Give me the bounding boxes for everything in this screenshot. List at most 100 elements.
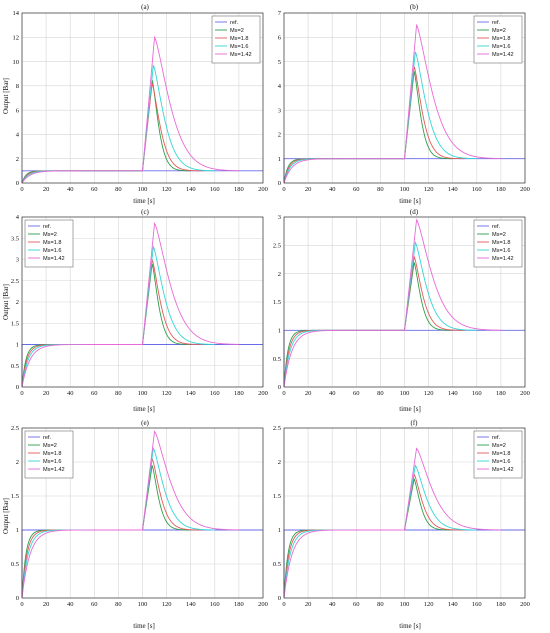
y-tick-label: 0 <box>278 595 281 602</box>
x-tick-label: 160 <box>472 390 482 397</box>
legend-box <box>24 219 74 268</box>
x-axis-label: time [s] <box>399 197 421 205</box>
legend-label: Ms=1.42 <box>492 256 514 262</box>
series-line <box>283 218 501 388</box>
x-tick-label: 0 <box>282 186 285 193</box>
x-tick-label: 160 <box>472 186 482 193</box>
x-tick-label: 40 <box>67 390 74 397</box>
y-tick-label: 0 <box>16 384 19 391</box>
x-tick-label: 0 <box>282 390 285 397</box>
x-tick-label: 40 <box>329 390 336 397</box>
series-line <box>21 35 239 184</box>
x-tick-label: 160 <box>210 601 220 608</box>
x-axis-label: time [s] <box>399 622 421 630</box>
y-tick-label: 2 <box>16 156 19 163</box>
legend: ref. Ms=2 Ms=1.8 Ms=1.6 Ms=1.42 <box>473 219 523 268</box>
legend-label: Ms=1.6 <box>492 248 511 254</box>
plot-frame <box>283 427 526 599</box>
panel-a: (a) 0 20 40 60 80 100 120 140 160 180 200 0 2 4 6 8 10 12… <box>2 3 268 205</box>
legend-box <box>473 219 523 268</box>
plot-area: 0 20 40 60 80 100 120 140 160 180 200 0 0.5 1 1.5 2 2.5 r… <box>273 425 530 608</box>
x-tick-label: 140 <box>448 601 458 608</box>
y-tick-label: 0.5 <box>273 356 281 363</box>
legend-label: Ms=2 <box>492 443 506 449</box>
panel-label: (b) <box>410 3 419 11</box>
legend-label: Ms=1.6 <box>43 248 62 254</box>
y-tick-label: 2.5 <box>273 243 281 250</box>
x-tick-label: 20 <box>43 601 50 608</box>
x-tick-label: 0 <box>20 186 23 193</box>
legend: ref. Ms=2 Ms=1.8 Ms=1.6 Ms=1.42 <box>24 430 74 479</box>
x-tick-label: 200 <box>520 390 530 397</box>
legend-label: Ms=1.42 <box>230 52 252 58</box>
x-tick-label: 160 <box>472 601 482 608</box>
x-tick-label: 20 <box>305 186 312 193</box>
x-tick-label: 100 <box>400 390 410 397</box>
x-tick-label: 0 <box>282 601 285 608</box>
x-tick-label: 40 <box>67 601 74 608</box>
x-tick-label: 20 <box>305 601 312 608</box>
y-tick-label: 0.5 <box>11 363 19 370</box>
y-tick-label: 1 <box>278 527 281 534</box>
x-tick-label: 180 <box>496 186 506 193</box>
x-tick-label: 60 <box>353 186 360 193</box>
y-tick-label: 1 <box>278 156 281 163</box>
y-tick-label: 3.5 <box>11 235 19 242</box>
legend-label: Ms=1.6 <box>230 44 249 50</box>
y-tick-label: 1 <box>16 342 19 349</box>
plot-area: 0 20 40 60 80 100 120 140 160 180 200 0 1 2 3 4 5 6 7 ref. M… <box>278 10 530 193</box>
legend-label: Ms=2 <box>43 232 57 238</box>
y-tick-label: 2 <box>278 132 281 139</box>
x-axis-label: time [s] <box>399 405 421 413</box>
x-axis-label: time [s] <box>133 197 155 205</box>
y-axis-label: Output [Bar] <box>2 284 10 320</box>
x-tick-label: 40 <box>329 186 336 193</box>
legend-label: Ms=1.42 <box>492 467 514 473</box>
y-tick-label: 2 <box>278 459 281 466</box>
panel-label: (a) <box>141 3 149 11</box>
y-tick-label: 1 <box>16 527 19 534</box>
x-tick-label: 160 <box>210 186 220 193</box>
legend-label: Ms=1.8 <box>43 451 62 457</box>
legend: ref. Ms=2 Ms=1.8 Ms=1.6 Ms=1.42 <box>473 430 523 479</box>
y-axis-label: Output [Bar] <box>2 78 10 114</box>
plot-frame <box>21 427 264 599</box>
x-tick-label: 180 <box>234 186 244 193</box>
x-tick-label: 200 <box>258 390 268 397</box>
legend-box <box>24 430 74 479</box>
y-tick-label: 2.5 <box>273 425 281 432</box>
x-tick-label: 180 <box>496 601 506 608</box>
x-tick-label: 80 <box>115 390 122 397</box>
legend-label: Ms=1.8 <box>43 240 62 246</box>
plot-frame <box>283 216 526 388</box>
y-tick-label: 3 <box>278 107 281 114</box>
legend-label: ref. <box>230 20 239 26</box>
y-tick-label: 6 <box>278 34 282 41</box>
legend-label: Ms=2 <box>230 28 244 34</box>
legend-label: Ms=1.8 <box>492 240 511 246</box>
x-tick-label: 120 <box>424 186 434 193</box>
x-tick-label: 60 <box>91 601 98 608</box>
x-tick-label: 40 <box>67 186 74 193</box>
legend-box <box>473 15 523 64</box>
y-tick-label: 1.5 <box>11 493 19 500</box>
x-tick-label: 60 <box>91 186 98 193</box>
panel-label: (c) <box>141 208 149 216</box>
legend: ref. Ms=2 Ms=1.8 Ms=1.6 Ms=1.42 <box>211 15 261 64</box>
y-tick-label: 1.5 <box>273 299 281 306</box>
legend-box <box>473 430 523 479</box>
y-tick-label: 0.5 <box>273 561 281 568</box>
x-tick-label: 60 <box>353 601 360 608</box>
y-tick-label: 2 <box>16 459 19 466</box>
x-tick-label: 120 <box>162 601 172 608</box>
legend-label: Ms=2 <box>43 443 57 449</box>
x-tick-label: 120 <box>162 186 172 193</box>
y-tick-label: 0 <box>16 595 19 602</box>
y-tick-label: 3 <box>278 214 281 221</box>
y-tick-label: 10 <box>13 59 20 66</box>
y-tick-label: 2 <box>278 271 281 278</box>
x-tick-label: 100 <box>138 390 148 397</box>
y-tick-label: 4 <box>278 83 282 90</box>
legend: ref. Ms=2 Ms=1.8 Ms=1.6 Ms=1.42 <box>473 15 523 64</box>
